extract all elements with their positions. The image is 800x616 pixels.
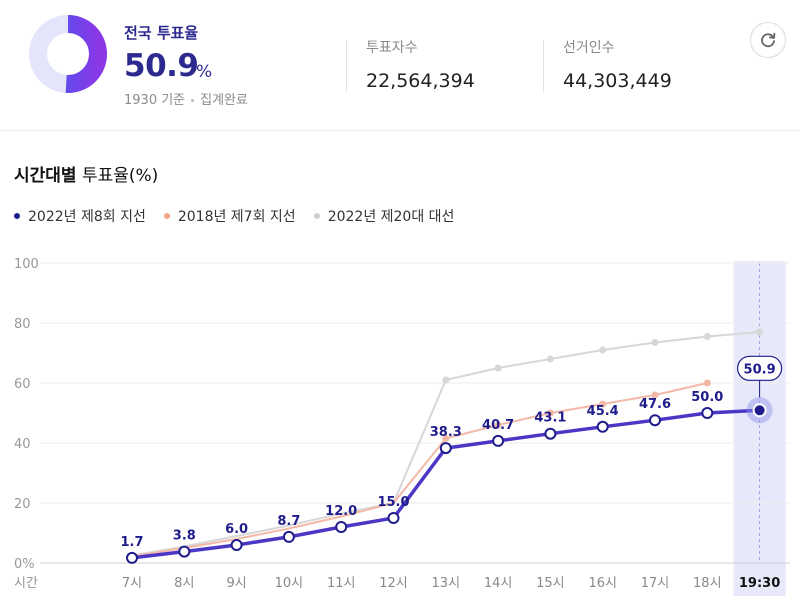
x-tick-label: 11시 <box>327 576 356 591</box>
x-tick-label: 10시 <box>275 576 304 591</box>
data-label: 6.0 <box>225 522 248 537</box>
y-tick-label: 40 <box>14 437 31 452</box>
data-label: 3.8 <box>173 529 196 544</box>
turnout-unit: % <box>196 62 213 82</box>
y-tick-label: 60 <box>14 377 31 392</box>
series-point-2018-local <box>651 391 659 399</box>
x-tick-label: 13시 <box>432 576 461 591</box>
series-point-2022-local[interactable] <box>230 539 243 551</box>
series-point-2018-local <box>546 409 554 417</box>
series-point-2022-local[interactable] <box>649 414 661 427</box>
votes-label: 투표자수 <box>366 40 418 56</box>
votes-value: 22,564,394 <box>366 70 475 92</box>
series-point-2022-local[interactable] <box>282 530 295 543</box>
series-point-2022-local[interactable] <box>439 442 452 455</box>
x-tick-label: 18시 <box>693 576 722 591</box>
chart-legend: 2022년 제8회 지선 2018년 제7회 지선 2022년 제20대 대선 <box>14 206 472 226</box>
current-value-bubble <box>736 355 783 381</box>
series-point-2022-local[interactable] <box>701 407 714 419</box>
series-point-2022-local[interactable] <box>387 512 400 524</box>
current-value-label: 50.9 <box>744 362 776 377</box>
data-label: 43.1 <box>534 411 566 426</box>
turnout-donut <box>29 15 107 93</box>
data-label: 40.7 <box>482 418 514 433</box>
x-axis-label: 시간 <box>14 576 38 591</box>
x-tick-label: 15시 <box>536 576 565 591</box>
y-tick-label: 0% <box>14 557 35 572</box>
electorate-label: 선거인수 <box>563 40 615 56</box>
series-point-2022-presidential <box>599 346 607 354</box>
series-point-2022-presidential <box>546 355 554 363</box>
data-label: 12.0 <box>325 504 357 519</box>
electorate-value: 44,303,449 <box>563 70 672 92</box>
series-point-2022-presidential <box>442 376 450 384</box>
legend-dot <box>163 213 170 219</box>
legend-label: 2022년 제8회 지선 <box>28 209 146 225</box>
y-tick-label: 20 <box>14 497 31 512</box>
series-point-2022-local[interactable] <box>335 521 348 533</box>
data-label: 8.7 <box>277 514 300 529</box>
x-tick-label: 12시 <box>379 576 408 591</box>
series-line-2018-local <box>131 382 708 558</box>
section-title-rest: 투표율(%) <box>76 166 159 186</box>
legend-item-2022-presidential[interactable]: 2022년 제20대 대선 <box>313 206 455 226</box>
y-tick-label: 100 <box>14 257 39 272</box>
x-tick-label: 19:30 <box>739 576 780 591</box>
series-point-2018-local <box>703 379 711 387</box>
turnout-label: 전국 투표율 <box>124 24 199 42</box>
series-point-2022-local[interactable] <box>178 545 191 558</box>
legend-dot <box>313 213 320 219</box>
turnout-line-chart: 0% 20 40 60 80 100 시간 7시 8시 9시 10시 11시 12시 13시 14시 15시 1… <box>14 257 790 596</box>
series-point-2022-presidential <box>703 333 711 340</box>
series-point-2018-local <box>442 435 450 442</box>
time-note: 1930 기준 <box>124 93 186 108</box>
series-point-2022-presidential <box>651 339 659 346</box>
separator-dot <box>191 99 195 102</box>
section-title: 시간대별 투표율(%) <box>14 161 158 186</box>
series-point-2022-local[interactable] <box>596 420 609 433</box>
series-point-2018-local <box>599 400 607 408</box>
data-label: 47.6 <box>639 397 671 412</box>
data-label: 45.4 <box>587 404 619 419</box>
legend-item-2018-local[interactable]: 2018년 제7회 지선 <box>163 206 296 226</box>
data-label: 38.3 <box>430 425 462 440</box>
series-point-2022-local[interactable] <box>754 405 765 416</box>
data-label: 1.7 <box>120 535 143 550</box>
legend-label: 2022년 제20대 대선 <box>327 209 455 225</box>
legend-item-2022-local[interactable]: 2022년 제8회 지선 <box>14 206 146 226</box>
series-point-2022-presidential <box>756 328 764 336</box>
x-tick-label: 9시 <box>226 576 246 591</box>
divider-line <box>543 40 544 92</box>
legend-label: 2018년 제7회 지선 <box>177 209 296 225</box>
donut-progress <box>29 15 107 93</box>
turnout-note: 1930 기준 집계완료 <box>124 89 248 108</box>
data-label: 15.0 <box>377 495 409 510</box>
section-title-bold: 시간대별 <box>14 166 77 186</box>
series-point-2022-presidential <box>494 364 502 372</box>
series-point-2022-local[interactable] <box>544 427 557 440</box>
x-tick-label: 14시 <box>484 576 513 591</box>
x-tick-label: 16시 <box>588 576 617 591</box>
turnout-summary: 전국 투표율 50.9 % 1930 기준 집계완료 투표자수 22,564,39… <box>0 0 800 130</box>
series-point-2022-local[interactable] <box>126 551 138 564</box>
series-point-2018-local <box>494 421 502 429</box>
refresh-icon <box>761 32 776 48</box>
y-tick-label: 80 <box>14 317 31 332</box>
refresh-button[interactable] <box>750 22 786 58</box>
turnout-value: 50.9 <box>124 48 199 84</box>
divider-line <box>346 40 347 92</box>
status-text: 집계완료 <box>200 93 248 108</box>
data-label: 50.0 <box>691 390 723 405</box>
legend-dot <box>14 213 20 219</box>
section-divider <box>0 130 800 131</box>
x-tick-label: 17시 <box>641 576 670 591</box>
series-point-2022-local[interactable] <box>492 434 505 447</box>
x-tick-label: 7시 <box>122 576 142 591</box>
x-tick-label: 8시 <box>174 576 194 591</box>
